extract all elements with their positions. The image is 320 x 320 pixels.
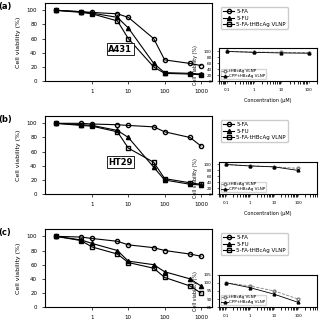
Y-axis label: Cell viability (%): Cell viability (%) bbox=[193, 45, 198, 85]
Y-axis label: Cell viability (%): Cell viability (%) bbox=[193, 271, 198, 311]
Text: (a): (a) bbox=[0, 2, 12, 11]
Legend: 5-FA, 5-FU, 5-FA·tHBcAg VLNP: 5-FA, 5-FU, 5-FA·tHBcAg VLNP bbox=[221, 120, 288, 142]
Legend: 5-FA, 5-FU, 5-FA·tHBcAg VLNP: 5-FA, 5-FU, 5-FA·tHBcAg VLNP bbox=[221, 7, 288, 29]
Text: A431: A431 bbox=[108, 44, 132, 53]
Legend: tHBcAg VLNP, CPP·tHBcAg VLNP: tHBcAg VLNP, CPP·tHBcAg VLNP bbox=[220, 68, 266, 79]
X-axis label: Concentration (μM): Concentration (μM) bbox=[244, 98, 292, 103]
Text: (c): (c) bbox=[0, 228, 11, 237]
Legend: tHBcAg VLNP, CPP·tHBcAg VLNP: tHBcAg VLNP, CPP·tHBcAg VLNP bbox=[220, 295, 266, 305]
Text: HT29: HT29 bbox=[108, 157, 133, 166]
Legend: 5-FA, 5-FU, 5-FA·tHBcAg VLNP: 5-FA, 5-FU, 5-FA·tHBcAg VLNP bbox=[221, 233, 288, 255]
Y-axis label: Cell viability (%): Cell viability (%) bbox=[16, 130, 21, 181]
Legend: tHBcAg VLNP, CPP·tHBcAg VLNP: tHBcAg VLNP, CPP·tHBcAg VLNP bbox=[220, 181, 266, 192]
Text: (b): (b) bbox=[0, 115, 12, 124]
Y-axis label: Cell viability (%): Cell viability (%) bbox=[193, 158, 198, 198]
X-axis label: Concentration (μM): Concentration (μM) bbox=[244, 211, 292, 216]
Y-axis label: Cell viability (%): Cell viability (%) bbox=[16, 17, 21, 68]
Y-axis label: Cell viability (%): Cell viability (%) bbox=[16, 243, 21, 294]
